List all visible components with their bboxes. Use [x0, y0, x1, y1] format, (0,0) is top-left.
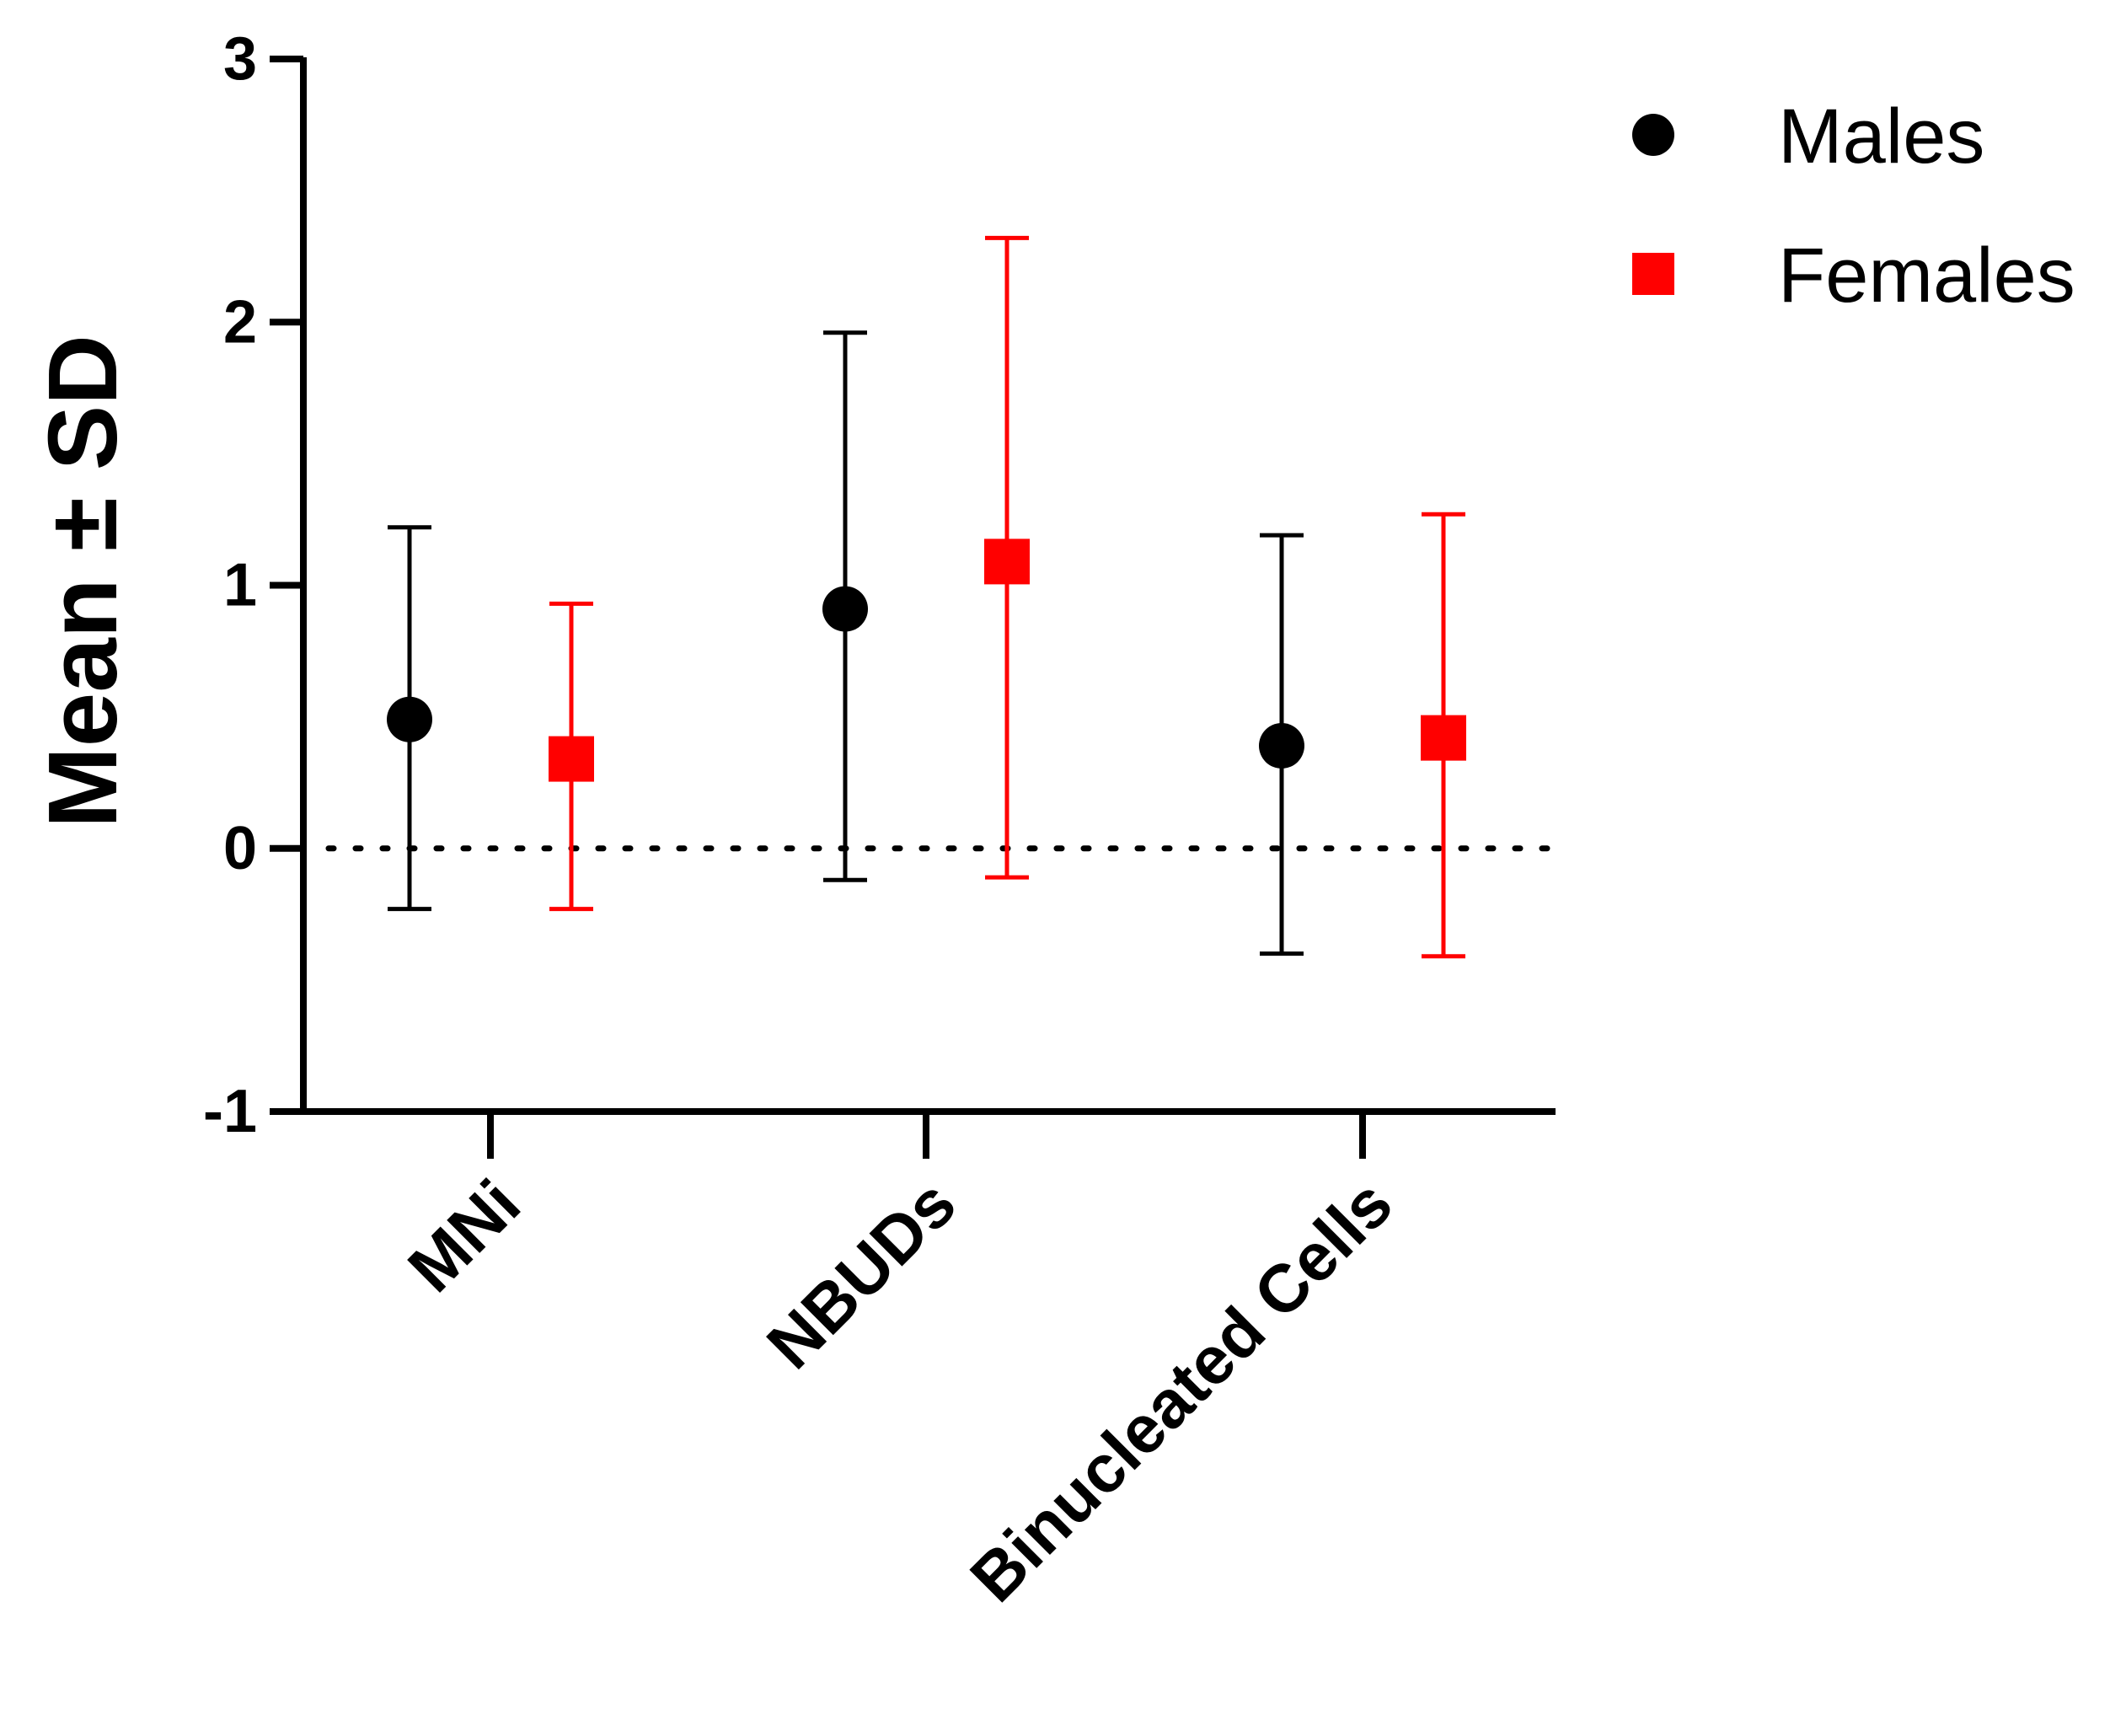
- x-tick-label: Binucleated Cells: [956, 1165, 1406, 1615]
- series: [387, 235, 1466, 959]
- legend-item-females: Females: [1632, 233, 2075, 319]
- axes: Mean ± SD: [28, 57, 1556, 1115]
- series-males: [387, 330, 1304, 956]
- legend-label: Females: [1778, 233, 2075, 319]
- legend-item-males: Males: [1632, 94, 1984, 179]
- data-point: [549, 736, 594, 782]
- legend-marker: [1632, 114, 1674, 156]
- y-tick-label: -1: [203, 1078, 257, 1145]
- legend: Males Females: [1632, 94, 2075, 319]
- y-tick-label: 1: [223, 552, 257, 619]
- y-axis-label: Mean ± SD: [28, 335, 137, 828]
- data-point: [387, 696, 432, 742]
- series-females: [549, 235, 1466, 959]
- y-tick-label: 0: [223, 815, 257, 882]
- legend-label: Males: [1778, 94, 1984, 179]
- y-tick-label: 2: [223, 288, 257, 356]
- legend-marker: [1632, 253, 1674, 295]
- y-tick-label: 3: [223, 25, 257, 93]
- x-tick-label: MNi: [394, 1165, 534, 1306]
- data-point: [822, 586, 868, 632]
- data-point: [1259, 722, 1304, 769]
- data-point: [984, 538, 1030, 585]
- x-tick-label: NBUDs: [752, 1165, 970, 1383]
- data-point: [1421, 715, 1466, 761]
